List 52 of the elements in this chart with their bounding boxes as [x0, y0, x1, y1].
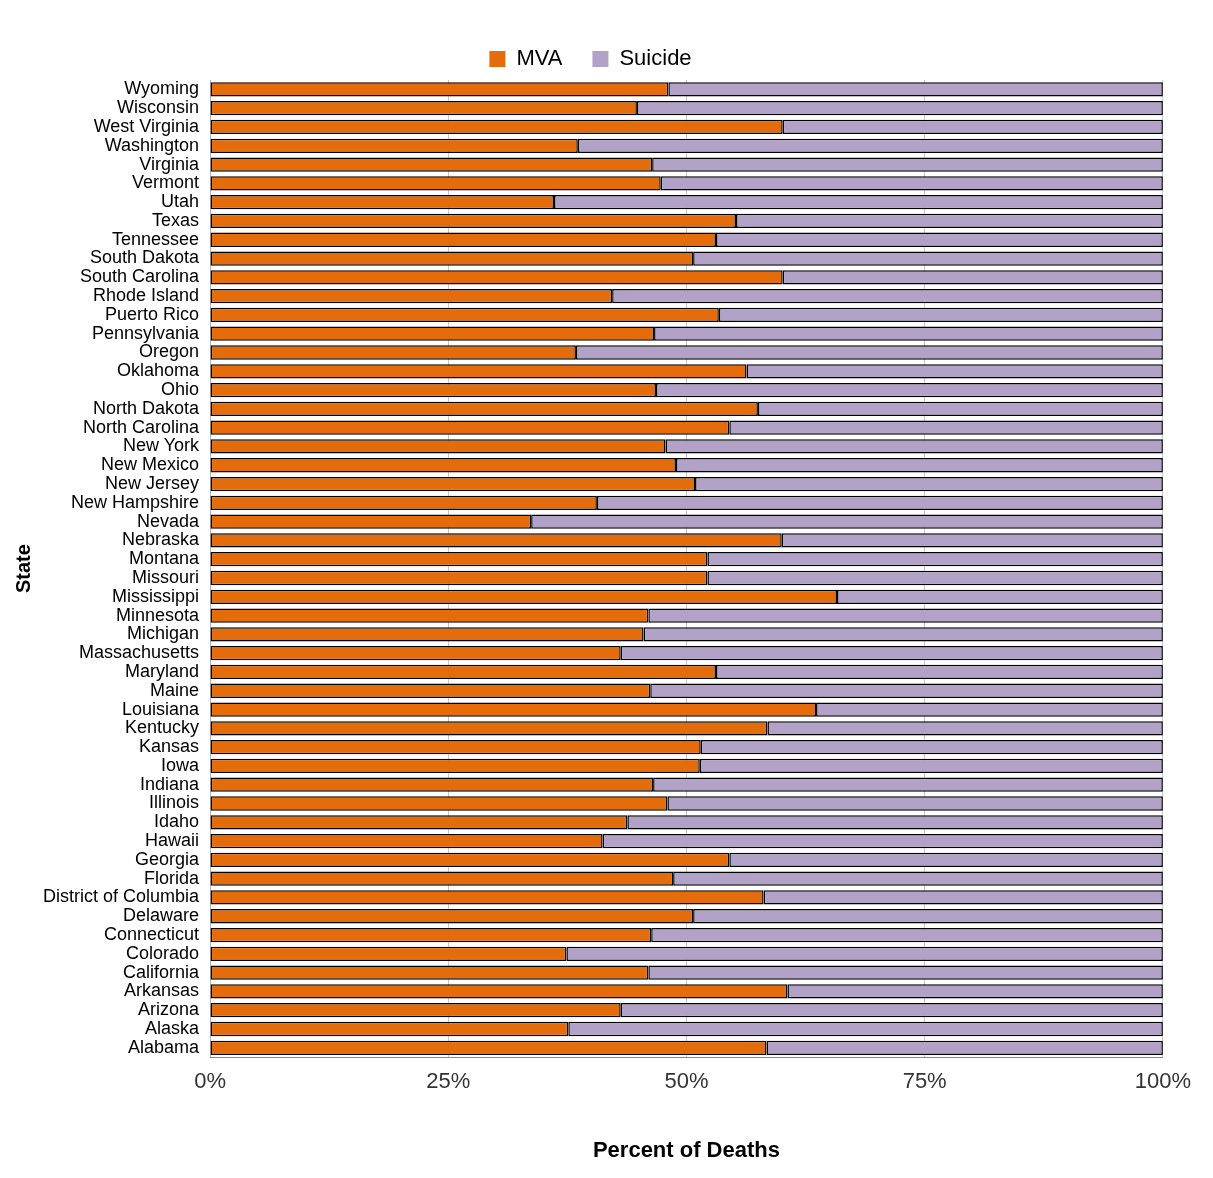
y-tick-label: Delaware — [122, 905, 200, 926]
x-tick-label: 25% — [426, 1068, 471, 1094]
y-tick-label: Hawaii — [145, 830, 200, 851]
y-tick-label: New York — [122, 435, 201, 456]
y-tick-label: Puerto Rico — [104, 303, 200, 324]
y-tick-label: Rhode Island — [92, 285, 200, 306]
y-tick-label: Indiana — [139, 773, 201, 794]
y-tick-label: Kentucky — [124, 717, 200, 738]
x-tick-label: 100% — [1134, 1068, 1192, 1094]
y-tick-label: District of Columbia — [42, 886, 201, 907]
y-tick-label: Ohio — [161, 379, 200, 400]
y-tick-label: California — [122, 961, 201, 982]
y-tick-label: Arkansas — [123, 980, 200, 1001]
y-tick-label: Pennsylvania — [91, 322, 201, 343]
y-tick-label: Utah — [161, 191, 200, 212]
y-tick-label: Tennessee — [111, 228, 200, 249]
x-tick-label: 50% — [664, 1068, 709, 1094]
y-tick-label: South Dakota — [89, 247, 201, 268]
y-tick-label: Colorado — [125, 942, 200, 963]
y-tick-label: Maryland — [125, 660, 200, 681]
y-tick-label: Iowa — [161, 754, 201, 775]
y-tick-label: North Carolina — [82, 416, 201, 437]
y-tick-label: Connecticut — [103, 924, 200, 945]
y-tick-label: Massachusetts — [78, 642, 200, 663]
legend-label: Suicide — [619, 45, 692, 71]
y-tick-label: Louisiana — [121, 698, 201, 719]
y-tick-label: South Carolina — [79, 266, 201, 287]
y-tick-label: Alaska — [145, 1017, 201, 1038]
y-tick-label: Nebraska — [121, 529, 201, 550]
y-tick-label: Arizona — [138, 999, 201, 1020]
y-tick-label: Alabama — [127, 1036, 201, 1057]
y-tick-label: Missouri — [132, 566, 200, 587]
y-tick-label: New Mexico — [101, 454, 200, 475]
y-tick-label: Mississippi — [112, 585, 200, 606]
y-tick-label: New Jersey — [105, 473, 200, 493]
y-tick-label: Illinois — [149, 792, 200, 813]
y-tick-label: Kansas — [138, 736, 200, 757]
y-axis-title: State — [11, 544, 34, 594]
y-tick-label: Michigan — [126, 623, 200, 644]
legend-label: MVA — [516, 45, 563, 71]
y-tick-label: Texas — [152, 209, 200, 230]
y-tick-label: Georgia — [134, 848, 201, 869]
x-tick-label: 75% — [902, 1068, 947, 1094]
x-tick-label: 0% — [194, 1068, 226, 1094]
y-tick-label: Idaho — [153, 811, 200, 832]
y-tick-label: Montana — [128, 548, 201, 569]
y-tick-label: North Dakota — [92, 397, 201, 418]
y-tick-label: Wisconsin — [117, 97, 200, 118]
y-tick-label: Oklahoma — [116, 360, 201, 381]
x-axis-title: Percent of Deaths — [592, 1136, 780, 1162]
y-tick-label: Wyoming — [124, 78, 200, 99]
y-tick-label: West Virginia — [93, 115, 201, 136]
